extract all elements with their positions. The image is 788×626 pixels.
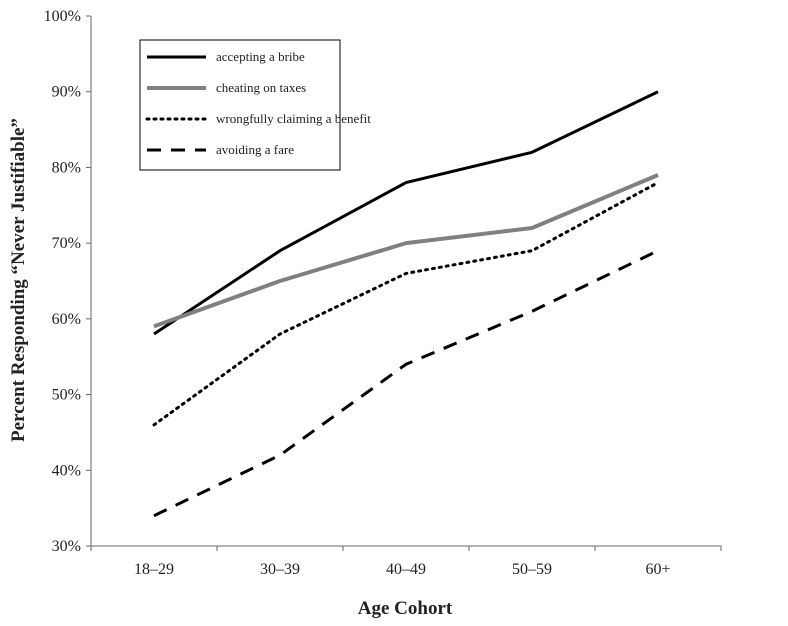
x-tick-label: 30–39	[260, 561, 300, 578]
x-tick-label: 60+	[645, 561, 670, 578]
legend-label: cheating on taxes	[216, 80, 306, 95]
series-accepting-a-bribe	[153, 90, 659, 336]
y-tick-label: 70%	[52, 235, 81, 252]
legend-item: cheating on taxes	[147, 80, 306, 95]
y-tick-label: 50%	[52, 387, 81, 404]
legend-item: accepting a bribe	[147, 49, 305, 64]
legend-box	[139, 39, 341, 171]
axes	[90, 16, 721, 547]
y-tick-label: 60%	[52, 311, 81, 328]
y-tick-label: 80%	[52, 159, 81, 176]
x-axis-title: Age Cohort	[358, 598, 453, 619]
series-line	[153, 173, 659, 329]
series-layer	[152, 90, 660, 518]
x-tick-label: 40–49	[386, 561, 426, 578]
y-tick-label: 40%	[52, 462, 81, 479]
y-axis-ticks: 30% 40% 50% 60% 70% 80% 90% 100%	[44, 8, 91, 555]
y-tick-label: 90%	[52, 84, 81, 101]
y-tick-label: 100%	[44, 8, 81, 25]
legend-label: wrongfully claiming a benefit	[216, 111, 371, 126]
series-avoiding-a-fare	[153, 249, 659, 518]
y-axis-title: Percent Responding “Never Justifiable”	[8, 118, 29, 442]
legend-label: avoiding a fare	[216, 142, 294, 157]
legend-label: accepting a bribe	[216, 49, 305, 64]
x-axis-ticks: 18–29 30–39 40–49 50–59 60+	[90, 546, 722, 578]
series-line	[153, 249, 659, 518]
x-tick-label: 18–29	[134, 561, 174, 578]
y-tick-label: 30%	[52, 538, 81, 555]
legend: accepting a bribe cheating on taxes wrongf…	[139, 39, 371, 171]
series-wrongfully-claiming-a-benefit	[152, 181, 660, 427]
series-line	[152, 181, 660, 427]
x-tick-label: 50–59	[512, 561, 552, 578]
legend-item: avoiding a fare	[147, 142, 294, 157]
series-cheating-on-taxes	[153, 173, 659, 329]
legend-item: wrongfully claiming a benefit	[145, 111, 371, 126]
